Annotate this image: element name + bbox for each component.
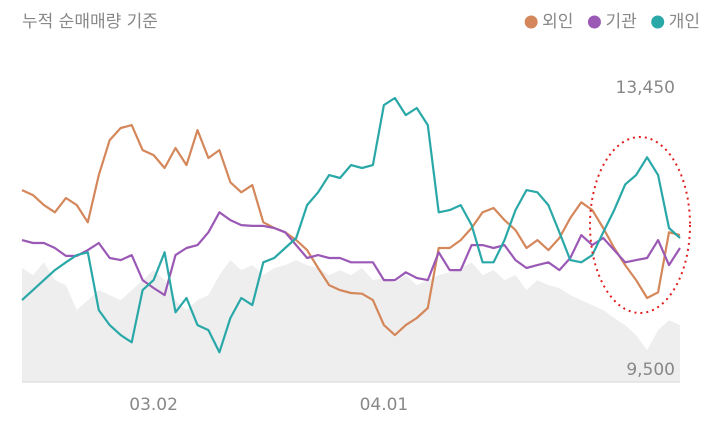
legend-label: 외인: [542, 12, 573, 32]
series-line: [21, 124, 681, 337]
legend-label: 기관: [605, 12, 636, 32]
chart-title: 누적 순매매량 기준: [22, 12, 158, 32]
legend-swatch: [587, 15, 601, 29]
x-tick-label: 03.02: [129, 395, 178, 415]
y-tick-label: 9,500: [626, 360, 675, 380]
legend-swatch: [524, 15, 538, 29]
plot-area: [21, 96, 681, 383]
series-line: [21, 96, 681, 354]
highlight-ellipse: [589, 136, 691, 314]
legend-swatch: [651, 15, 665, 29]
y-tick-label: 13,450: [616, 78, 675, 98]
legend-label: 개인: [669, 12, 700, 32]
background-area: [22, 260, 680, 382]
x-tick-label: 04.01: [360, 395, 409, 415]
